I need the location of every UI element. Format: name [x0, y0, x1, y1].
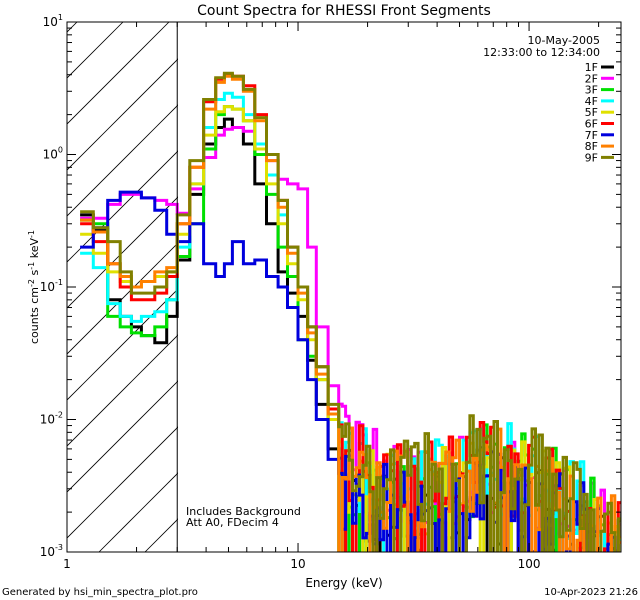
y-axis-label: counts cm-2 s-1 keV-1 — [27, 230, 41, 344]
legend-label-2F: 2F — [585, 72, 598, 85]
legend-label-7F: 7F — [585, 129, 598, 142]
legend-label-4F: 4F — [585, 95, 598, 108]
legend-label-3F: 3F — [585, 84, 598, 97]
legend-label-9F: 9F — [585, 151, 598, 164]
legend-label-8F: 8F — [585, 140, 598, 153]
y-tick-label: 10-2 — [40, 411, 63, 427]
legend-label-6F: 6F — [585, 118, 598, 131]
chart-title: Count Spectra for RHESSI Front Segments — [197, 3, 491, 19]
time-range-label: 12:33:00 to 12:34:00 — [483, 46, 600, 59]
series-line-7F — [80, 190, 617, 552]
note-attenuator: Att A0, FDecim 4 — [186, 516, 279, 529]
y-tick-label: 10-1 — [40, 278, 63, 294]
timestamp: 10-Apr-2023 21:26 — [544, 587, 638, 598]
legend-label-5F: 5F — [585, 106, 598, 119]
x-axis-label: Energy (keV) — [305, 576, 382, 590]
x-tick-label: 10 — [290, 557, 305, 571]
y-tick-label: 101 — [43, 13, 63, 29]
x-tick-label: 100 — [518, 557, 541, 571]
axes: 1 10 100 10-3 10-2 10-1 100 101 — [40, 13, 622, 571]
y-tick-label: 100 — [43, 146, 63, 162]
note-background: Includes Background — [186, 505, 301, 518]
generated-by: Generated by hsi_min_spectra_plot.pro — [2, 587, 198, 598]
y-tick-label: 10-3 — [40, 543, 63, 559]
series-line-9F — [80, 71, 621, 552]
series-line-1F — [80, 117, 621, 552]
x-tick-label: 1 — [63, 557, 71, 571]
date-label: 10-May-2005 — [528, 34, 600, 47]
legend-label-1F: 1F — [585, 61, 598, 74]
